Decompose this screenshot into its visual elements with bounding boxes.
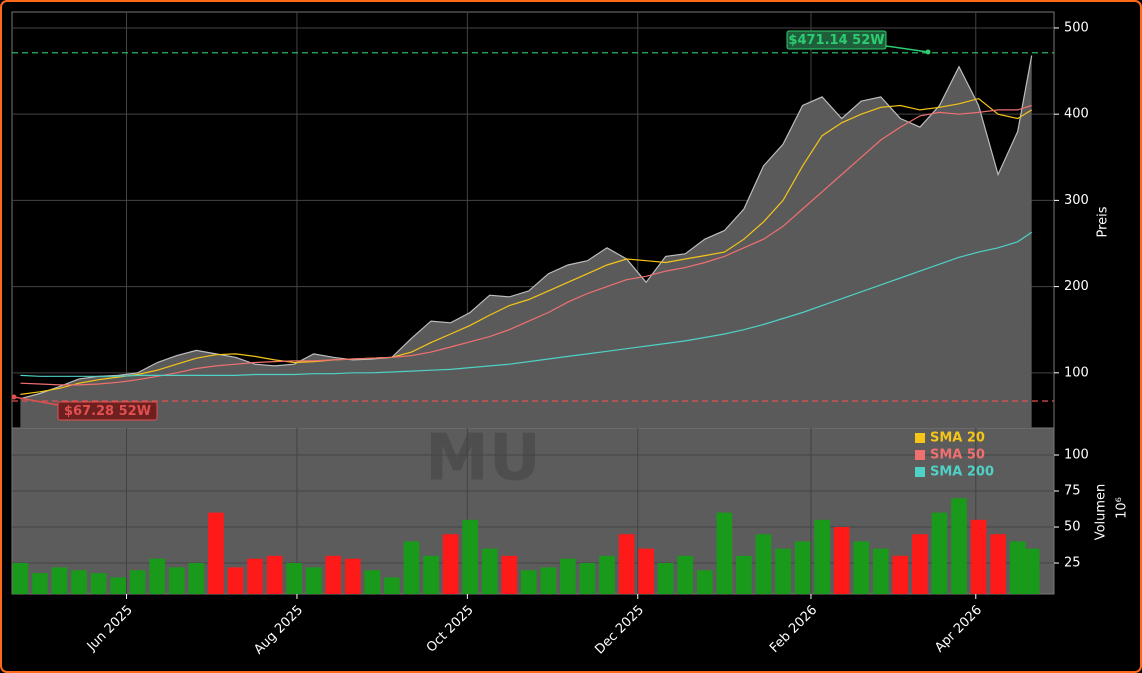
annotation-label: $471.14 52W [788, 33, 884, 48]
volume-bar [657, 563, 674, 594]
annotation-arrow [885, 45, 929, 53]
volume-bar [462, 519, 478, 594]
volume-bar [481, 548, 498, 594]
legend-swatch [915, 450, 925, 460]
volume-bar [423, 555, 439, 594]
volume-axis-label: Volumen [1094, 484, 1109, 541]
volume-bar [208, 512, 224, 594]
volume-bar [931, 512, 948, 594]
volume-bar [951, 498, 967, 594]
volume-bar [442, 534, 459, 594]
annotation-label: $67.28 52W [64, 404, 151, 419]
volume-bar [736, 555, 752, 594]
y-tick-label: 50 [1064, 520, 1081, 535]
annotation-box [786, 30, 887, 50]
volume-bar [110, 577, 126, 594]
volume-bar [90, 573, 107, 594]
volume-bar [970, 519, 987, 594]
volume-bar [12, 563, 29, 594]
legend-swatch [915, 467, 925, 477]
volume-bar [266, 555, 283, 594]
volume-bar [638, 548, 654, 594]
volume-bar [833, 527, 850, 594]
volume-bar [51, 567, 68, 594]
price-area [20, 55, 1032, 428]
volume-bar [618, 534, 635, 594]
annotation-arrowhead [925, 49, 931, 55]
volume-bar [188, 563, 205, 594]
volume-bar [912, 534, 928, 594]
volume-bar [990, 534, 1006, 594]
volume-bar [129, 570, 146, 594]
y-tick-label: 500 [1064, 20, 1089, 35]
volume-bar [32, 573, 48, 594]
volume-scale: 10⁶ [1115, 497, 1130, 519]
legend-label: SMA 200 [930, 465, 994, 480]
legend-swatch [915, 433, 925, 443]
sma-line [20, 104, 1032, 386]
y-tick-label: 100 [1064, 448, 1089, 463]
volume-bar [520, 570, 537, 594]
volume-bar [716, 512, 733, 594]
volume-bar [501, 555, 518, 594]
volume-bar [71, 570, 87, 594]
price-line [20, 55, 1033, 400]
volume-bar [892, 555, 909, 594]
legend-label: SMA 50 [930, 448, 985, 463]
volume-bar [305, 567, 322, 594]
volume-bar [677, 555, 694, 594]
y-tick-label: 300 [1064, 193, 1089, 208]
volume-bar [579, 563, 596, 594]
volume-bar [696, 570, 713, 594]
volume-bar [247, 558, 263, 594]
volume-bar [775, 548, 791, 594]
legend-label: SMA 20 [930, 431, 985, 446]
y-tick-label: 75 [1064, 484, 1081, 499]
y-tick-label: 100 [1064, 365, 1089, 380]
sma-line [20, 97, 1033, 395]
volume-bar [540, 567, 557, 594]
sma-line [20, 231, 1033, 377]
annotation-box [57, 401, 158, 421]
volume-bar [168, 567, 185, 594]
annotation-arrow [13, 396, 59, 406]
y-tick-label: 25 [1064, 556, 1081, 571]
volume-bar [149, 558, 166, 594]
volume-bar [794, 541, 811, 594]
annotation-arrowhead [11, 394, 17, 400]
watermark: MU [425, 422, 541, 496]
volume-bar [364, 570, 381, 594]
volume-bar [325, 555, 342, 594]
volume-bar [814, 519, 830, 594]
volume-bar [403, 541, 420, 594]
volume-bar [1009, 541, 1026, 594]
volume-bar [384, 577, 400, 594]
y-axis-label: Preis [1096, 206, 1111, 237]
y-tick-label: 400 [1064, 107, 1089, 122]
volume-bar [872, 548, 889, 594]
volume-bar [599, 555, 615, 594]
volume-bar [853, 541, 870, 594]
volume-bar [560, 558, 576, 594]
volume-bar [344, 558, 361, 594]
volume-bar [755, 534, 772, 594]
volume-bar [227, 567, 244, 594]
volume-bar [1023, 548, 1040, 594]
y-tick-label: 200 [1064, 279, 1089, 294]
volume-bar [286, 563, 302, 594]
